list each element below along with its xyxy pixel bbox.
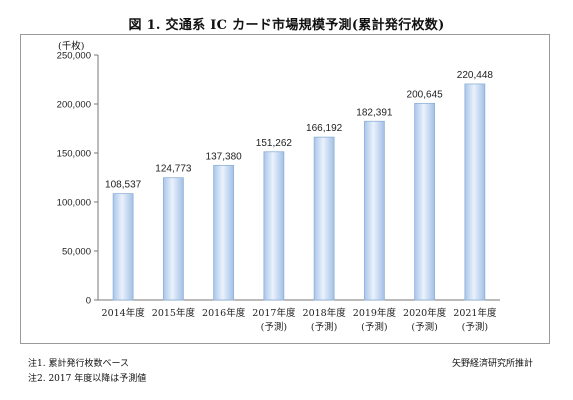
x-tick-label: 2021年度: [453, 307, 497, 319]
y-tick-label: 150,000: [57, 149, 91, 160]
x-tick-label: 2014年度: [102, 307, 146, 319]
bar-value-label: 137,380: [206, 151, 243, 162]
x-tick-label: 2019年度: [353, 307, 397, 319]
footnote-1: 注1. 累計発行枚数ベース: [28, 359, 129, 369]
x-tick-label: (予測): [361, 321, 387, 333]
bar-value-label: 166,192: [306, 123, 343, 134]
bar-value-label: 220,448: [457, 70, 494, 81]
bar-value-label: 182,391: [356, 107, 393, 118]
bar: [414, 102, 436, 301]
y-tick-label: 200,000: [57, 100, 91, 111]
x-tick-label: 2018年度: [303, 307, 347, 319]
x-tick-label: 2020年度: [403, 307, 447, 319]
source-credit: 矢野経済研究所推計: [451, 359, 533, 369]
bar-value-label: 124,773: [155, 164, 192, 175]
y-axis-unit-label: (千枚): [58, 41, 85, 52]
x-tick-label: 2015年度: [152, 307, 196, 319]
y-tick-label: 0: [86, 296, 91, 307]
bar: [213, 164, 235, 301]
bar-value-label: 108,537: [105, 180, 142, 191]
y-tick-label: 250,000: [57, 51, 91, 62]
bar-value-label: 151,262: [256, 138, 293, 149]
y-tick-label: 100,000: [57, 198, 91, 209]
x-tick-label: (予測): [411, 321, 437, 333]
x-tick-label: (予測): [261, 321, 287, 333]
x-tick-label: (予測): [462, 321, 488, 333]
bar: [464, 83, 486, 301]
bar: [112, 193, 134, 301]
bar: [263, 151, 285, 301]
bar-value-label: 200,645: [407, 89, 444, 100]
chart-title: 図 1. 交通系 IC カード市場規模予測(累計発行枚数): [128, 18, 445, 33]
x-tick-label: 2017年度: [252, 307, 296, 319]
chart-frame: [20, 34, 550, 344]
y-tick-label: 50,000: [62, 247, 91, 258]
bar: [162, 177, 184, 301]
footnote-2: 注2. 2017 年度以降は予測値: [28, 374, 147, 384]
bar: [363, 120, 385, 301]
x-tick-label: (予測): [311, 321, 337, 333]
bar: [313, 136, 335, 301]
x-tick-label: 2016年度: [202, 307, 246, 319]
